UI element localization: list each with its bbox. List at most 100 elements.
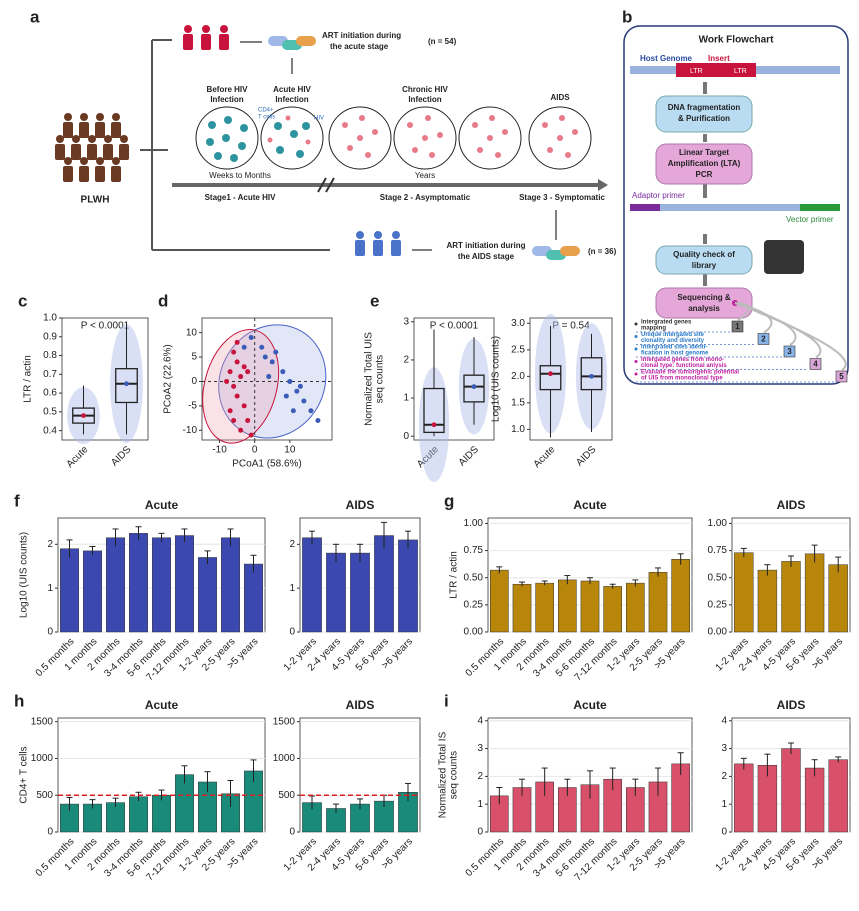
bar <box>129 796 148 833</box>
point <box>315 417 321 423</box>
bullet <box>634 322 638 326</box>
y-tick-label: 0.00 <box>464 627 484 638</box>
step: Amplification (LTA) <box>668 159 741 168</box>
label: (n = 54) <box>428 37 457 46</box>
y-tick-label: 0.75 <box>464 545 484 556</box>
panel-label: g <box>444 491 454 510</box>
bullet <box>634 372 638 376</box>
x-tick-label: AIDS <box>109 444 134 469</box>
y-tick-label: 0.25 <box>708 599 728 610</box>
bar <box>175 535 194 633</box>
y-tick-label: 1.0 <box>511 424 525 435</box>
y-tick-label: 1000 <box>31 753 54 764</box>
y-tick-label: 0 <box>721 827 727 838</box>
step: PCR <box>696 170 713 179</box>
bar <box>398 539 418 633</box>
people-icon <box>55 113 129 182</box>
label: (n = 36) <box>588 247 617 256</box>
y-axis-label: Normalized Total IS <box>438 731 449 818</box>
curve <box>734 302 847 371</box>
item-num: 2 <box>761 335 766 344</box>
bullet <box>634 360 638 363</box>
dna <box>630 204 840 211</box>
item-text: Intergated genes from mono- <box>641 357 724 363</box>
label: ART initiation during <box>322 31 401 40</box>
item-num: 3 <box>787 347 792 356</box>
label: Host Genome <box>640 54 693 63</box>
chart-title: Acute <box>573 698 607 712</box>
label: ART initiation during <box>446 241 525 250</box>
y-tick-label: 3 <box>403 316 409 327</box>
point <box>224 378 230 384</box>
step-box <box>655 143 753 185</box>
point <box>297 383 303 389</box>
y-tick-label: 500 <box>278 790 295 801</box>
label: PLWH <box>81 195 110 206</box>
item-text: mapping <box>641 326 666 332</box>
bar <box>60 548 79 633</box>
bar <box>490 569 509 633</box>
y-tick-label: 0.4 <box>43 425 57 436</box>
label: Insert <box>708 54 730 63</box>
bar <box>828 759 848 833</box>
y-tick-label: 1.0 <box>43 313 57 324</box>
ellipse <box>218 324 327 439</box>
x-tick-label: Acute <box>532 444 558 470</box>
point <box>231 349 237 355</box>
y-tick-label: 0.9 <box>43 331 57 342</box>
chart-title: AIDS <box>777 498 806 512</box>
point <box>241 403 247 409</box>
step: Sequencing & <box>677 293 731 302</box>
y-axis-label: Normalized Total UIS <box>364 332 375 426</box>
outline-dot <box>589 373 594 379</box>
outline-dot <box>471 384 477 390</box>
box <box>539 365 562 391</box>
bar <box>221 537 240 633</box>
point <box>248 432 254 438</box>
item-text: Unique intergated site <box>641 332 705 338</box>
y-tick-label: 2 <box>289 539 295 550</box>
plot-area <box>529 317 613 441</box>
y-tick-label: 1500 <box>31 716 54 727</box>
y-tick-label: 2.5 <box>511 344 525 355</box>
item-num: 1 <box>735 322 740 331</box>
bar <box>350 552 370 633</box>
chart-title: Acute <box>145 698 179 712</box>
point <box>248 335 254 341</box>
y-tick-label: 1000 <box>273 753 296 764</box>
people-icon <box>183 25 229 50</box>
chart-title: AIDS <box>346 498 375 512</box>
point <box>280 369 286 375</box>
item-text: Intergrated genes <box>641 320 692 326</box>
bar <box>244 563 263 633</box>
point <box>259 344 265 350</box>
point <box>234 393 240 399</box>
bullet <box>634 347 638 351</box>
num-box <box>731 320 744 333</box>
bar <box>302 537 322 633</box>
step: & Purification <box>678 114 730 123</box>
bar <box>558 579 577 633</box>
bullet <box>634 335 638 338</box>
point <box>227 369 233 375</box>
panel-label: i <box>444 691 449 710</box>
diagram-a: PLWH ART initiation during the acute sta… <box>55 25 617 261</box>
y-tick-label: 1 <box>721 799 727 810</box>
label: Stage 2 - Asymptomatic <box>380 193 471 202</box>
item-num: 5 <box>839 372 844 381</box>
bar <box>603 586 622 633</box>
y-tick-label: 0.5 <box>43 406 57 417</box>
y-axis-label: seq counts <box>375 355 386 403</box>
y-tick-label: 0.00 <box>708 627 728 638</box>
label: Stage 3 - Symptomatic <box>519 193 605 202</box>
y-tick-label: 0 <box>477 827 483 838</box>
outline-dot <box>431 422 437 428</box>
bar <box>648 572 668 633</box>
label: Adaptor primer <box>632 191 685 200</box>
bar <box>671 559 690 633</box>
label: Weeks to Months <box>209 171 271 180</box>
item-text: fication in host genome <box>641 351 709 357</box>
people-icon <box>355 231 401 256</box>
label: Stage1 - Acute HIV <box>205 193 276 202</box>
bar <box>757 569 778 633</box>
